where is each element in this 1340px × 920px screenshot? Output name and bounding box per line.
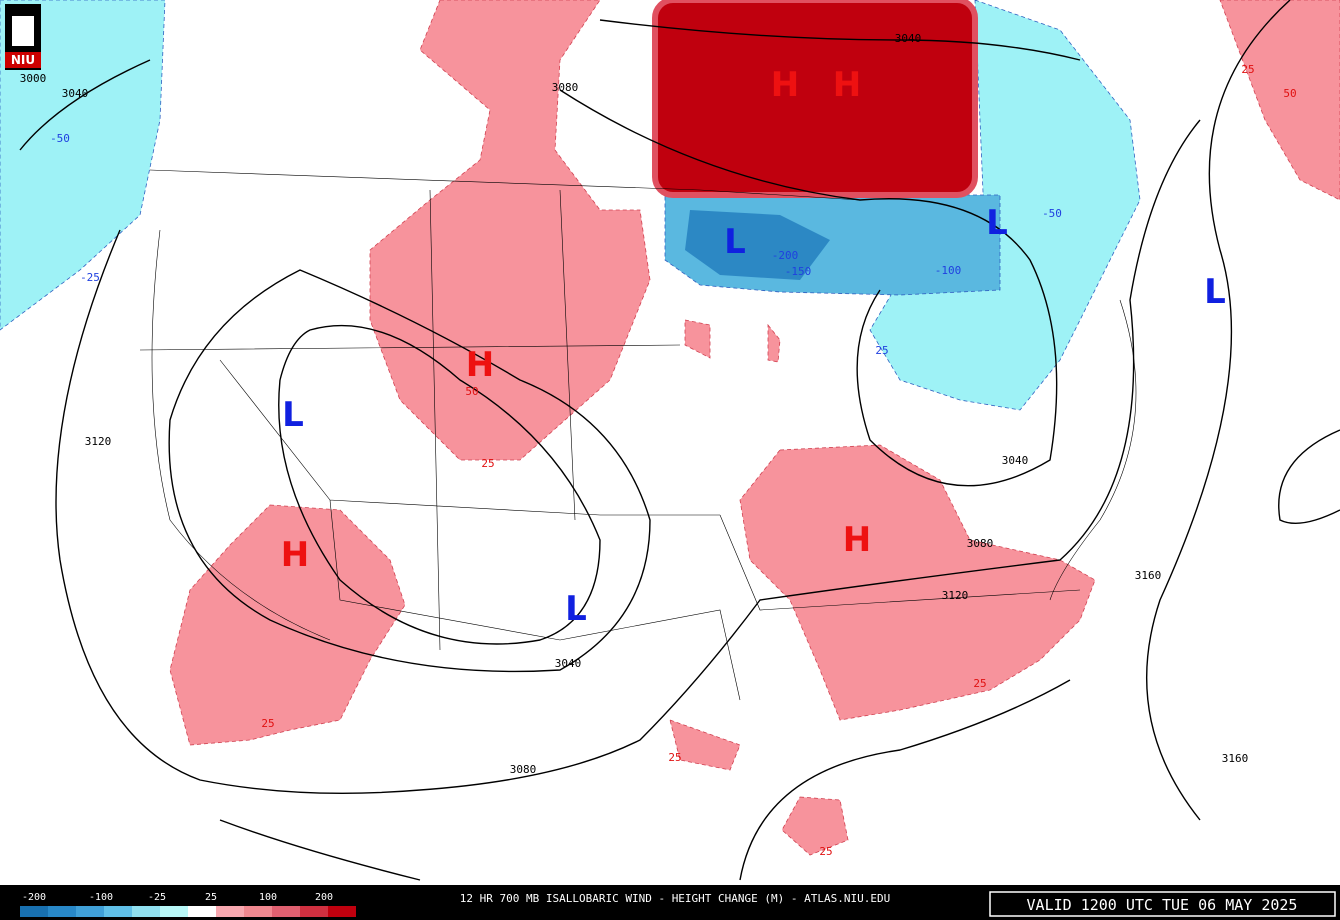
pressure-center: L [1204, 272, 1226, 312]
pressure-center: L [282, 395, 304, 435]
change-label: 25 [875, 344, 888, 357]
negative-change-areas [0, 0, 1141, 411]
positive-change-areas [169, 0, 1340, 856]
legend-label: -25 [148, 892, 166, 903]
legend-label: -100 [89, 892, 113, 903]
change-label: -100 [935, 264, 962, 277]
change-label: 25 [819, 845, 832, 858]
legend-label: -200 [22, 892, 46, 903]
height-label: 3040 [895, 32, 922, 45]
valid-time: VALID 1200 UTC TUE 06 MAY 2025 [1027, 896, 1298, 914]
pressure-center: H [281, 535, 309, 575]
change-label: 25 [481, 457, 494, 470]
legend-label: 200 [315, 892, 333, 903]
legend-label: 25 [205, 892, 217, 903]
pressure-center: L [986, 203, 1008, 243]
legend-bar [20, 906, 356, 917]
height-label: 3000 [20, 72, 47, 85]
legend-label: 100 [259, 892, 277, 903]
pressure-center: H [843, 520, 871, 560]
height-label: 3120 [942, 589, 969, 602]
height-label: 3080 [967, 537, 994, 550]
pressure-center: H [771, 65, 799, 105]
height-label: 3080 [510, 763, 537, 776]
pressure-center: H [466, 345, 494, 385]
height-label: 3120 [85, 435, 112, 448]
strong-rise-area [652, 0, 978, 198]
height-label: 3160 [1222, 752, 1249, 765]
change-label: -50 [50, 132, 70, 145]
footer-title: 12 HR 700 MB ISALLOBARIC WIND - HEIGHT C… [460, 892, 890, 905]
change-label: -150 [785, 265, 812, 278]
logo-text: NIU [11, 53, 35, 67]
change-label: -25 [80, 271, 100, 284]
height-label: 3040 [1002, 454, 1029, 467]
pressure-center: L [724, 222, 746, 262]
pressure-center: H [833, 65, 861, 105]
change-label: 25 [1241, 63, 1254, 76]
change-label: -200 [772, 249, 799, 262]
change-label: 25 [668, 751, 681, 764]
logo: NIU [5, 4, 41, 70]
height-contours [19, 0, 1340, 881]
height-label: 3160 [1135, 569, 1162, 582]
change-label: 50 [1283, 87, 1296, 100]
height-label: 3040 [555, 657, 582, 670]
change-label: 25 [973, 677, 986, 690]
pressure-center: L [565, 589, 587, 629]
change-label: -50 [1042, 207, 1062, 220]
height-label: 3040 [62, 87, 89, 100]
valid-box [989, 891, 1336, 917]
height-label: 3080 [552, 81, 579, 94]
change-label: 50 [465, 385, 478, 398]
change-label: 25 [261, 717, 274, 730]
